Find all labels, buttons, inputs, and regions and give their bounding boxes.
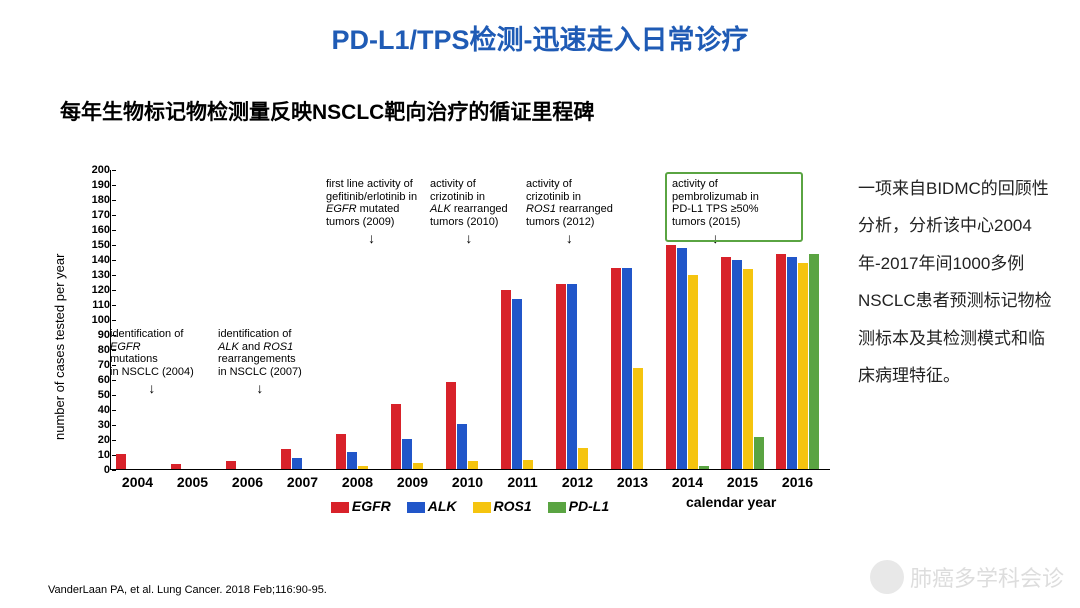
y-tick: 140 (74, 260, 110, 272)
bar-EGFR (721, 257, 731, 470)
y-tick: 110 (74, 305, 110, 317)
y-tick: 40 (74, 410, 110, 422)
y-tick: 180 (74, 200, 110, 212)
right-description: 一项来自BIDMC的回顾性分析，分析该中心2004年-2017年间1000多例N… (858, 170, 1058, 394)
bar-EGFR (116, 454, 126, 471)
annotation: activity ofcrizotinib inALK rearrangedtu… (430, 178, 508, 245)
bar-ALK (512, 299, 522, 470)
y-tick: 190 (74, 185, 110, 197)
x-label: 2014 (664, 474, 712, 490)
y-tick: 150 (74, 245, 110, 257)
y-tick: 170 (74, 215, 110, 227)
x-label: 2005 (169, 474, 217, 490)
right-description-text: 一项来自BIDMC的回顾性分析，分析该中心2004年-2017年间1000多例N… (858, 179, 1052, 385)
annotation: first line activity ofgefitinib/erlotini… (326, 178, 417, 245)
bar-EGFR (611, 268, 621, 471)
highlight-box (665, 172, 803, 242)
legend: EGFR ALK ROS1 PD-L1 (110, 498, 830, 514)
plot: identification ofEGFRmutationsin NSCLC (… (110, 170, 830, 470)
legend-item-PD-L1: PD-L1 (548, 498, 609, 514)
bar-EGFR (501, 290, 511, 470)
bar-ALK (677, 248, 687, 470)
page: PD-L1/TPS检测-迅速走入日常诊疗 每年生物标记物检测量反映NSCLC靶向… (0, 0, 1080, 608)
x-label: 2009 (389, 474, 437, 490)
y-tick: 0 (74, 470, 110, 482)
bar-EGFR (446, 382, 456, 471)
y-tick: 160 (74, 230, 110, 242)
annotation: identification ofEGFRmutationsin NSCLC (… (110, 328, 194, 395)
y-tick: 50 (74, 395, 110, 407)
bar-ALK (567, 284, 577, 470)
bar-PD-L1 (754, 437, 764, 470)
y-ticks: 0102030405060708090100110120130140150160… (74, 170, 110, 470)
y-tick: 100 (74, 320, 110, 332)
bar-EGFR (336, 434, 346, 470)
x-label: 2010 (444, 474, 492, 490)
y-tick: 120 (74, 290, 110, 302)
x-axis: 2004 2005 2006 2007 2008 2009 2010 2011 2012 2013… (110, 470, 830, 494)
bar-EGFR (776, 254, 786, 470)
wechat-icon (870, 560, 904, 594)
x-label: 2015 (719, 474, 767, 490)
bar-ALK (347, 452, 357, 470)
annotation: identification ofALK and ROS1rearrangeme… (218, 328, 302, 395)
y-tick: 20 (74, 440, 110, 452)
bar-ROS1 (743, 269, 753, 470)
chart-area: number of cases tested per year 0 10 20 30 4… (48, 170, 840, 520)
watermark: 肺癌多学科会诊 (870, 560, 1064, 594)
y-axis-label: number of cases tested per year (52, 254, 67, 440)
legend-item-EGFR: EGFR (331, 498, 391, 514)
y-tick: 30 (74, 425, 110, 437)
page-title: PD-L1/TPS检测-迅速走入日常诊疗 (0, 18, 1080, 57)
bar-ROS1 (633, 368, 643, 470)
subtitle: 每年生物标记物检测量反映NSCLC靶向治疗的循证里程碑 (60, 96, 594, 126)
y-tick: 80 (74, 350, 110, 362)
y-tick: 130 (74, 275, 110, 287)
x-label: 2011 (499, 474, 547, 490)
subtitle-text: 每年生物标记物检测量反映NSCLC靶向治疗的循证里程碑 (60, 101, 594, 124)
watermark-text: 肺癌多学科会诊 (910, 561, 1064, 593)
y-tick: 10 (74, 455, 110, 467)
title-text: PD-L1/TPS检测-迅速走入日常诊疗 (331, 25, 748, 55)
bar-ALK (402, 439, 412, 471)
bar-ALK (457, 424, 467, 471)
x-label: 2004 (114, 474, 162, 490)
bar-ROS1 (688, 275, 698, 470)
bar-ROS1 (798, 263, 808, 470)
y-tick: 70 (74, 365, 110, 377)
x-label: 2016 (774, 474, 822, 490)
x-label: 2007 (279, 474, 327, 490)
x-label: 2008 (334, 474, 382, 490)
y-tick: 200 (74, 170, 110, 182)
bar-EGFR (391, 404, 401, 470)
bar-ALK (787, 257, 797, 470)
bar-PD-L1 (809, 254, 819, 470)
citation: VanderLaan PA, et al. Lung Cancer. 2018 … (48, 584, 327, 596)
bar-EGFR (281, 449, 291, 470)
x-label: 2006 (224, 474, 272, 490)
y-tick: 90 (74, 335, 110, 347)
bar-EGFR (666, 245, 676, 470)
x-label: 2013 (609, 474, 657, 490)
bar-ROS1 (578, 448, 588, 471)
bar-ALK (622, 268, 632, 471)
x-label: 2012 (554, 474, 602, 490)
bar-EGFR (556, 284, 566, 470)
bar-ALK (732, 260, 742, 470)
legend-item-ROS1: ROS1 (473, 498, 532, 514)
y-axis-line (110, 170, 111, 470)
annotation: activity ofcrizotinib inROS1 rearrangedt… (526, 178, 613, 245)
y-tick: 60 (74, 380, 110, 392)
legend-item-ALK: ALK (407, 498, 457, 514)
